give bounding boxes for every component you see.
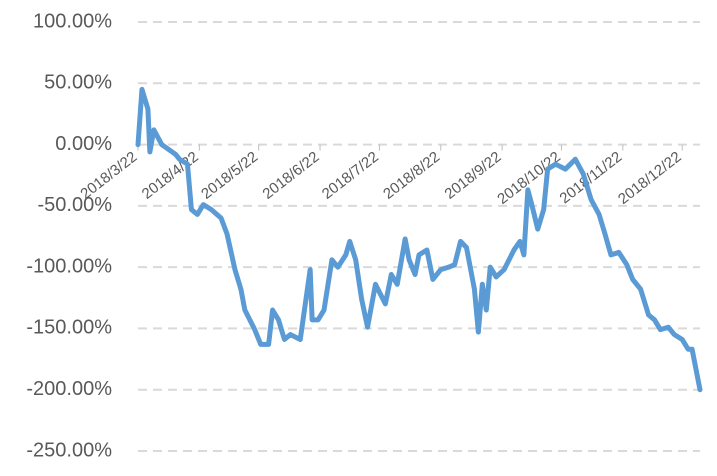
y-tick-label: 100.00%	[33, 10, 112, 32]
x-tick-label: 2018/7/22	[319, 148, 382, 202]
y-tick-label: 0.00%	[55, 133, 112, 155]
y-tick-label: -100.00%	[26, 255, 112, 277]
y-tick-label: -50.00%	[38, 194, 113, 216]
y-tick-label: -250.00%	[26, 439, 112, 461]
x-tick-label: 2018/6/22	[259, 148, 322, 202]
y-tick-label: -200.00%	[26, 378, 112, 400]
x-tick-label: 2018/5/22	[198, 148, 261, 202]
y-tick-label: -150.00%	[26, 317, 112, 339]
x-tick-label: 2018/12/22	[615, 148, 685, 208]
y-tick-label: 50.00%	[44, 72, 112, 94]
line-series	[135, 86, 703, 393]
x-tick-label: 2018/8/22	[380, 148, 443, 202]
